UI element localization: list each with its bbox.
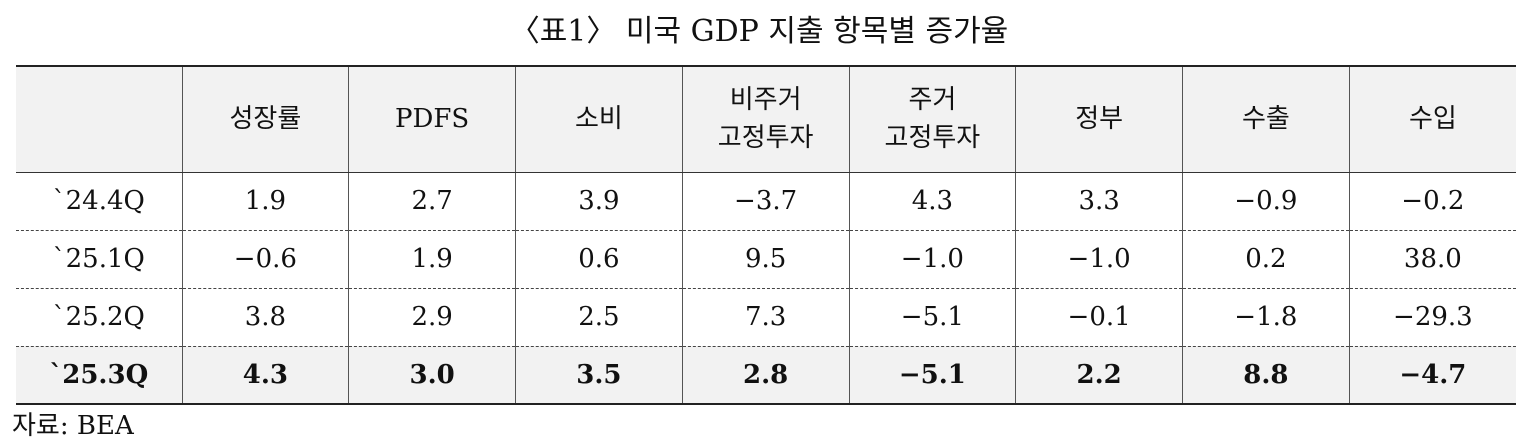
table-cell: −29.3 xyxy=(1348,288,1516,347)
table-cell: 0.6 xyxy=(515,230,683,289)
header-pdfs: PDFS xyxy=(348,65,516,173)
table-cell: −1.0 xyxy=(1015,230,1183,289)
source-note: 자료: BEA xyxy=(12,411,134,441)
row-label: `25.2Q xyxy=(16,288,182,347)
table-row: `24.4Q 1.9 2.7 3.9 −3.7 4.3 3.3 −0.9 −0.… xyxy=(16,172,1516,231)
table-cell: 0.2 xyxy=(1182,230,1350,289)
table-row: `25.2Q 3.8 2.9 2.5 7.3 −5.1 −0.1 −1.8 −2… xyxy=(16,288,1516,347)
table-cell: 3.5 xyxy=(515,346,683,405)
table-cell: −1.8 xyxy=(1182,288,1350,347)
header-imports: 수입 xyxy=(1348,65,1516,173)
gdp-growth-table: 성장률 PDFS 소비 비주거 고정투자 주거 고정투자 정부 수출 수입 `24.… xyxy=(16,65,1516,405)
header-consumption: 소비 xyxy=(515,65,683,173)
header-corner xyxy=(16,65,182,173)
header-growth-rate: 성장률 xyxy=(181,65,349,173)
table-cell: −0.6 xyxy=(181,230,349,289)
table-cell: 2.8 xyxy=(681,346,849,405)
header-row: 성장률 PDFS 소비 비주거 고정투자 주거 고정투자 정부 수출 수입 xyxy=(16,65,1516,173)
header-government: 정부 xyxy=(1015,65,1183,173)
table-row: `25.1Q −0.6 1.9 0.6 9.5 −1.0 −1.0 0.2 38… xyxy=(16,230,1516,289)
table-cell: −4.7 xyxy=(1348,346,1516,405)
table-cell: 7.3 xyxy=(681,288,849,347)
table-cell: 1.9 xyxy=(348,230,516,289)
table-cell: −3.7 xyxy=(681,172,849,231)
header-residential-investment: 주거 고정투자 xyxy=(848,65,1016,173)
table-cell: 38.0 xyxy=(1348,230,1516,289)
header-nonresidential-investment: 비주거 고정투자 xyxy=(681,65,849,173)
header-exports: 수출 xyxy=(1182,65,1350,173)
row-label: `24.4Q xyxy=(16,172,182,231)
table-cell: 2.5 xyxy=(515,288,683,347)
table-cell: −0.1 xyxy=(1015,288,1183,347)
row-label: `25.3Q xyxy=(16,346,182,405)
table-cell: −1.0 xyxy=(848,230,1016,289)
table-cell: 4.3 xyxy=(848,172,1016,231)
table-cell: 2.9 xyxy=(348,288,516,347)
table-title: 〈표1〉 미국 GDP 지출 항목별 증가율 xyxy=(509,14,1009,49)
table-cell: −5.1 xyxy=(848,288,1016,347)
table-cell: 2.2 xyxy=(1015,346,1183,405)
table-cell: 2.7 xyxy=(348,172,516,231)
row-label: `25.1Q xyxy=(16,230,182,289)
table-cell: 9.5 xyxy=(681,230,849,289)
table-cell: −0.9 xyxy=(1182,172,1350,231)
table-cell: 3.3 xyxy=(1015,172,1183,231)
table-cell: 3.8 xyxy=(181,288,349,347)
table-cell: 8.8 xyxy=(1182,346,1350,405)
table-cell: 4.3 xyxy=(181,346,349,405)
table-cell: −0.2 xyxy=(1348,172,1516,231)
table-cell: 3.9 xyxy=(515,172,683,231)
table-cell: 3.0 xyxy=(348,346,516,405)
table-row-highlighted: `25.3Q 4.3 3.0 3.5 2.8 −5.1 2.2 8.8 −4.7 xyxy=(16,346,1516,405)
table-cell: −5.1 xyxy=(848,346,1016,405)
table-cell: 1.9 xyxy=(181,172,349,231)
